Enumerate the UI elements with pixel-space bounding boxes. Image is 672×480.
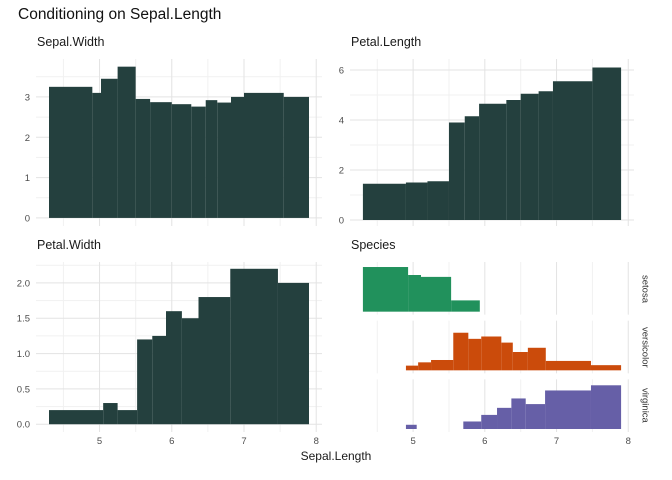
y-tick-label: 0.5 (17, 384, 30, 395)
bar-segment-petal-length (362, 183, 406, 220)
bar-segment-petal-length (552, 81, 593, 220)
bar-segment-sepal-width (244, 92, 284, 218)
bar-segment-petal-width (103, 403, 118, 425)
histogram-bar-versicolor (590, 365, 622, 371)
bar-segment-petal-length (538, 91, 553, 220)
bar-segment-petal-length (427, 181, 449, 220)
y-tick-label: 1.5 (17, 314, 30, 325)
histogram-bar-versicolor (481, 336, 502, 371)
bar-segment-petal-length (479, 103, 507, 220)
bar-segment-petal-width (198, 297, 231, 425)
x-tick-label: 6 (169, 436, 174, 447)
bar-segment-sepal-width (135, 98, 151, 218)
bar-segment-sepal-width (101, 78, 118, 218)
y-tick-label: 1.0 (17, 349, 30, 360)
histogram-bar-setosa (408, 275, 421, 312)
histogram-bar-versicolor (501, 342, 513, 371)
bar-segment-sepal-width (231, 96, 244, 218)
histogram-bar-setosa (421, 276, 452, 312)
histogram-bar-virginica (525, 404, 546, 429)
bar-segment-sepal-width (117, 66, 136, 218)
bar-segment-petal-width (137, 339, 153, 425)
y-tick-label: 0 (339, 216, 344, 227)
bar-segment-sepal-width (92, 92, 101, 218)
panel-title-sepal-width: Sepal.Width (37, 35, 105, 49)
x-tick-label: 7 (554, 436, 559, 447)
histogram-bar-versicolor (405, 365, 419, 371)
x-tick-label: 7 (241, 436, 246, 447)
histogram-bar-versicolor (512, 352, 528, 371)
histogram-bar-virginica (463, 421, 482, 429)
bar-segment-petal-width (117, 410, 138, 425)
histogram-bar-versicolor (431, 359, 454, 371)
bar-segment-petal-width (181, 318, 199, 425)
histogram-bar-versicolor (453, 332, 469, 371)
y-tick-label: 2 (25, 133, 30, 144)
y-tick-label: 4 (339, 116, 344, 127)
panel-title-petal-length: Petal.Length (351, 35, 422, 49)
bar-segment-sepal-width (217, 102, 231, 218)
facet-strip-versicolor: versicolor (639, 327, 651, 368)
bar-segment-petal-width (49, 410, 104, 425)
bar-segment-petal-width (166, 311, 182, 425)
bar-segment-petal-width (277, 282, 309, 425)
y-tick-label: 2.0 (17, 278, 30, 289)
x-axis-title: Sepal.Length (300, 449, 372, 463)
histogram-bar-virginica (511, 398, 526, 429)
x-tick-label: 6 (482, 436, 487, 447)
panel-title-petal-width: Petal.Width (37, 238, 101, 252)
bar-segment-petal-length (448, 122, 465, 220)
bar-segment-petal-length (405, 182, 428, 220)
histogram-bar-setosa (362, 267, 409, 312)
bar-segment-petal-length (520, 93, 539, 220)
bar-segment-petal-width (230, 268, 278, 425)
y-tick-label: 0.0 (17, 420, 30, 431)
y-tick-label: 3 (25, 92, 30, 103)
histogram-bar-virginica (590, 385, 622, 429)
y-tick-label: 2 (339, 166, 344, 177)
histogram-bar-virginica (545, 390, 591, 429)
x-tick-label: 8 (626, 436, 631, 447)
bar-segment-sepal-width (283, 96, 309, 218)
bar-segment-sepal-width (150, 102, 172, 218)
bar-segment-petal-length (592, 67, 622, 220)
y-tick-label: 6 (339, 66, 344, 77)
facet-strip-virginica: virginica (639, 388, 651, 423)
x-tick-label: 5 (410, 436, 415, 447)
x-tick-label: 8 (314, 436, 319, 447)
histogram-bar-versicolor (527, 347, 546, 371)
histogram-bar-virginica (497, 407, 512, 429)
bar-segment-sepal-width (205, 100, 218, 218)
histogram-bar-virginica (405, 424, 417, 429)
y-tick-label: 0 (25, 213, 30, 224)
histogram-bar-virginica (481, 414, 498, 429)
plot-title: Conditioning on Sepal.Length (18, 6, 222, 23)
panel-title-species: Species (351, 238, 396, 252)
bar-segment-petal-length (506, 100, 521, 220)
facet-strip-setosa: setosa (639, 274, 651, 303)
bar-segment-sepal-width (191, 106, 206, 218)
bar-segment-petal-width (152, 335, 166, 425)
histogram-bar-versicolor (418, 362, 432, 371)
x-tick-label: 5 (97, 436, 102, 447)
bar-segment-petal-length (464, 116, 480, 220)
histogram-bar-versicolor (468, 338, 482, 371)
y-tick-label: 1 (25, 173, 30, 184)
histogram-bar-setosa (451, 300, 480, 312)
bar-segment-sepal-width (49, 86, 93, 218)
histogram-bar-versicolor (545, 360, 591, 371)
bar-segment-sepal-width (171, 104, 192, 218)
